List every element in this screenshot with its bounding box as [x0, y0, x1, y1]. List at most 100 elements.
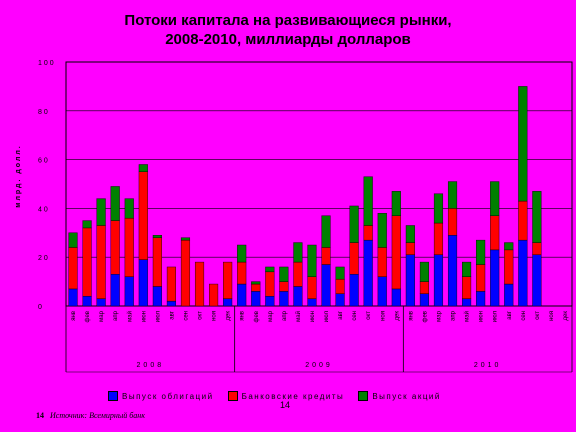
- x-tick-label: июл: [493, 311, 499, 323]
- x-tick-label: сен: [183, 311, 189, 321]
- y-tick-label: 40: [38, 206, 50, 213]
- legend-item-1: Выпуск облигаций: [108, 391, 214, 401]
- bar-segment-2: [433, 222, 444, 255]
- bar-segment-3: [490, 181, 500, 216]
- bar-segment-1: [476, 291, 486, 307]
- bar-segment-2: [419, 281, 429, 295]
- legend-swatch: [358, 391, 369, 401]
- x-tick-label: сен: [352, 311, 358, 321]
- bar-segment-3: [96, 198, 106, 226]
- bar-segment-1: [307, 298, 317, 307]
- bar-segment-2: [124, 217, 134, 277]
- bar-segment-1: [110, 274, 120, 307]
- bar-segment-3: [251, 281, 261, 285]
- x-tick-label: сен: [521, 311, 527, 321]
- x-tick-label: окт: [535, 311, 541, 320]
- bar-segment-3: [335, 266, 345, 280]
- x-tick-label: янв: [408, 311, 414, 321]
- bar-segment-1: [96, 298, 106, 307]
- x-year-label: 2008: [137, 362, 165, 369]
- x-tick-label: апр: [113, 310, 119, 321]
- x-tick-label: янв: [240, 311, 246, 321]
- bar-segment-3: [504, 242, 514, 251]
- bar-segment-1: [166, 300, 176, 307]
- bar-segment-3: [138, 164, 148, 172]
- legend-label: Выпуск акций: [372, 391, 441, 401]
- x-tick-label: апр: [451, 310, 457, 321]
- x-year-label: 2010: [474, 362, 502, 369]
- bar-segment-1: [223, 298, 233, 307]
- bar-segment-3: [532, 191, 542, 243]
- x-year-label: 2009: [305, 362, 333, 369]
- bar-segment-3: [293, 242, 303, 263]
- bar-segment-2: [251, 283, 261, 292]
- bar-segment-3: [405, 225, 415, 243]
- bar-segment-2: [82, 227, 92, 297]
- y-tick-label: 80: [38, 109, 50, 116]
- bar-segment-2: [504, 249, 514, 285]
- bar-segment-1: [447, 235, 458, 307]
- bar-segment-2: [307, 276, 317, 299]
- bar-segment-2: [405, 242, 415, 255]
- bar-segment-3: [419, 261, 429, 282]
- bar-segment-1: [237, 283, 247, 307]
- chart-title-line-1: Потоки капитала на развивающиеся рынки,: [124, 12, 452, 29]
- bar-segment-3: [265, 266, 275, 273]
- x-tick-label: фев: [85, 311, 91, 322]
- bar-segment-2: [237, 261, 247, 285]
- bar-segment-1: [138, 259, 148, 307]
- chart-legend: Выпуск облигаций Банковские кредиты Выпуск…: [108, 391, 441, 401]
- bar-segment-3: [307, 244, 317, 277]
- bar-segment-1: [349, 274, 359, 307]
- x-tick-label: ноя: [380, 311, 386, 321]
- bar-segment-1: [462, 298, 472, 307]
- x-tick-label: май: [295, 311, 302, 322]
- bar-segment-3: [377, 213, 387, 248]
- bar-segment-1: [335, 293, 345, 307]
- bar-segment-1: [419, 293, 429, 307]
- bar-segment-2: [321, 247, 331, 265]
- bar-segment-2: [194, 261, 205, 307]
- bar-segment-1: [377, 276, 387, 307]
- bar-segment-3: [476, 239, 486, 265]
- bar-segment-2: [68, 247, 78, 290]
- bar-segment-1: [405, 254, 415, 307]
- bar-segment-1: [279, 291, 289, 307]
- bar-segment-3: [180, 237, 191, 241]
- bar-segment-2: [447, 208, 458, 236]
- x-tick-label: май: [126, 311, 133, 322]
- bar-segment-2: [265, 271, 275, 297]
- legend-label: Выпуск облигаций: [122, 391, 214, 401]
- source-note: 14 Источник: Всемирный банк: [36, 411, 145, 420]
- source-text: Источник: Всемирный банк: [50, 411, 145, 420]
- bar-segment-1: [504, 283, 514, 307]
- bar-segment-2: [152, 237, 162, 287]
- bar-segment-2: [166, 266, 176, 302]
- bar-segment-2: [180, 239, 191, 307]
- x-tick-label: авг: [338, 310, 344, 320]
- legend-label: Банковские кредиты: [241, 391, 345, 401]
- bar-segment-2: [293, 261, 303, 287]
- bar-segment-2: [335, 278, 345, 295]
- bar-segment-3: [363, 176, 373, 226]
- x-tick-label: май: [464, 311, 471, 322]
- source-number: 14: [36, 411, 44, 420]
- bar-segment-2: [377, 247, 387, 277]
- bar-segment-1: [251, 291, 261, 307]
- bar-segment-2: [490, 215, 500, 251]
- y-tick-label: 0: [38, 304, 44, 311]
- x-tick-label: мар: [268, 310, 274, 321]
- x-tick-label: ноя: [549, 311, 555, 321]
- x-tick-label: фев: [254, 311, 260, 322]
- bar-segment-3: [124, 198, 134, 219]
- bar-segment-1: [265, 296, 275, 307]
- bar-segment-3: [321, 215, 331, 248]
- x-tick-label: фев: [422, 311, 428, 322]
- bar-segment-3: [279, 266, 289, 282]
- bar-segment-1: [68, 288, 78, 307]
- bar-segment-2: [391, 215, 401, 290]
- x-tick-label: дек: [563, 311, 569, 321]
- bar-segment-3: [237, 244, 247, 263]
- bar-segment-3: [518, 86, 528, 202]
